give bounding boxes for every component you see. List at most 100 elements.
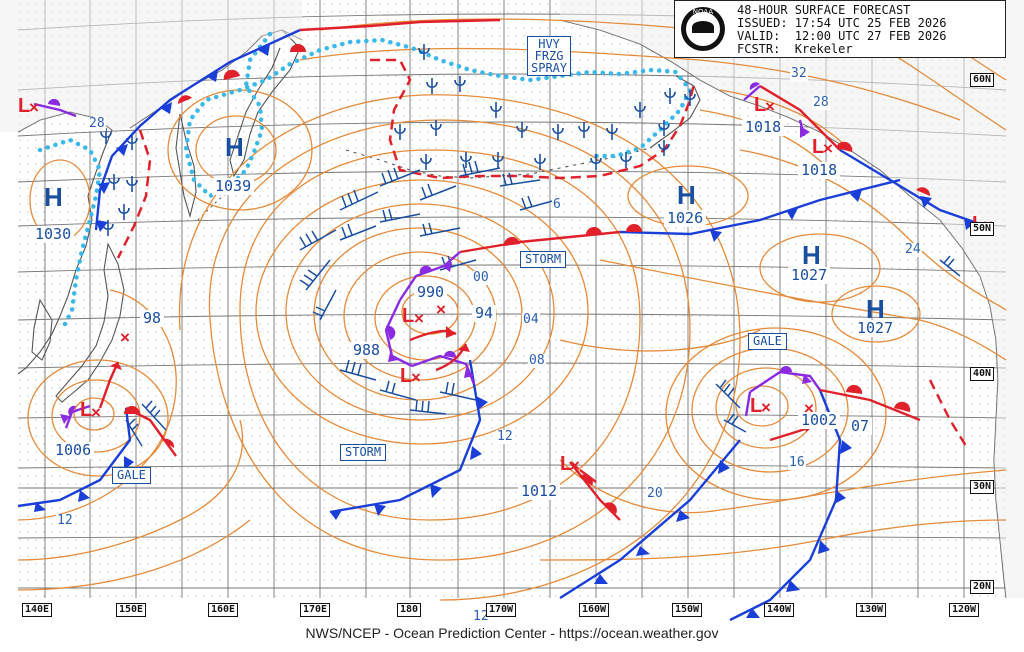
low-center-label: L [400,365,413,387]
storm-warning: STORM [340,444,387,461]
isobar [539,519,1007,561]
longitude-tick: 140E [22,603,53,617]
low-position-x: × [436,300,446,319]
forecast-title: 48-HOUR SURFACE FORECAST [737,3,911,17]
high-center-label: H [677,180,696,210]
high-center-label: H [44,182,63,212]
low-position-x: × [804,399,814,418]
isobar-ring [285,203,555,421]
low-center-label: L [750,395,763,417]
footer-credit: NWS/NCEP - Ocean Prediction Center - htt… [305,625,719,641]
low-position-x: × [414,309,424,328]
isobar [719,89,851,151]
longitude-tick: 150W [672,603,703,617]
pressure-1002: 1002 [798,412,841,429]
land-fill [0,0,1024,598]
isobar [559,459,1007,514]
longitude-tick: 180 [397,603,422,617]
isobar [239,149,641,521]
isobar-label: 12 [56,513,74,528]
isobar-label: 28 [88,116,106,131]
forecaster: FCSTR: Krekeler [737,42,853,56]
graticule [17,0,1007,598]
japan [55,242,125,403]
low-center-label: L [560,453,573,475]
longitude-tick: 150E [116,603,147,617]
low-position-x: × [29,98,39,117]
pressure-1027: 1027 [854,320,897,337]
low-center-label: L [80,399,93,421]
low-position-x: × [823,139,833,158]
freezing-spray-symbols [100,44,696,236]
isobar [17,419,244,561]
longitude-tick: 140W [764,603,795,617]
low-center-label: L [754,94,767,116]
track-arrow [579,469,597,483]
isobar-label: 12 [496,429,514,444]
pressure-98: 98 [140,310,165,327]
isobar-ring [715,367,817,449]
pressure-1018: 1018 [798,162,841,179]
gale-warning: GALE [748,333,787,350]
low-position-x: × [761,398,771,417]
warm-fronts [124,18,968,521]
longitude-tick: 170W [486,603,517,617]
pressure-94: 94 [472,305,497,322]
noaa-logo-text: NOAA [692,8,714,16]
isobar-ring [735,385,789,427]
korea [31,298,53,361]
storm-warning: STORM [520,251,567,268]
isobar [559,329,761,352]
gale-warning: GALE [112,467,151,484]
isobar-label: 24 [904,242,922,257]
low-position-x: × [91,403,101,422]
isobar [299,47,961,121]
pressure-1039: 1039 [212,178,255,195]
isobar [208,119,691,561]
latitude-tick: 20N [970,580,995,594]
hfs-line: HVY [538,37,560,51]
latitude-tick: 40N [970,367,995,381]
baja [999,539,1007,599]
latitude-tick: 30N [970,480,995,494]
high-center-label: H [802,240,821,270]
longitude-tick: 120W [949,603,980,617]
isobar-label: 00 [472,270,490,285]
pressure-1026: 1026 [664,210,707,227]
high-center-label: H [866,294,885,324]
ice-edge [37,31,693,333]
low-position-x: × [411,368,421,387]
isobar [17,519,251,591]
low-position-x: × [570,456,580,475]
wind-barbs [125,160,961,447]
longitude-tick: 170E [300,603,331,617]
low-position-x: × [765,97,775,116]
latitude-tick: 60N [970,73,995,87]
isobar-label: 28 [812,95,830,110]
pressure-990: 990 [414,284,448,301]
pressure-988: 988 [350,342,384,359]
pressure-1030: 1030 [32,226,75,243]
low-position-x: × [120,328,130,347]
issued-time: ISSUED: 17:54 UTC 25 FEB 2026 [737,16,947,30]
sakhalin [175,113,197,219]
isobar-label: 20 [646,486,664,501]
isobar-label: 32 [790,66,808,81]
pressure-1027: 1027 [788,267,831,284]
isobar-label: 16 [788,455,806,470]
isobar-label: 04 [522,312,540,327]
isobar-ring [831,285,921,343]
pressure-1006: 1006 [52,442,95,459]
occluded-symbols [48,82,812,424]
pressure-1012: 1012 [518,483,561,500]
low-center-label: L [812,136,825,158]
isobar-label: 12 [472,609,490,624]
heavy-freezing-spray-box: HVY FRZG SPRAY [527,36,572,76]
isobar-label: 6 [552,197,562,212]
valid-time: VALID: 12:00 UTC 27 FEB 2026 [737,29,947,43]
isobar-ring [27,359,169,477]
pressure-1018: 1018 [742,119,785,136]
noaa-logo: NOAA [681,7,725,51]
longitude-tick: 130W [856,603,887,617]
